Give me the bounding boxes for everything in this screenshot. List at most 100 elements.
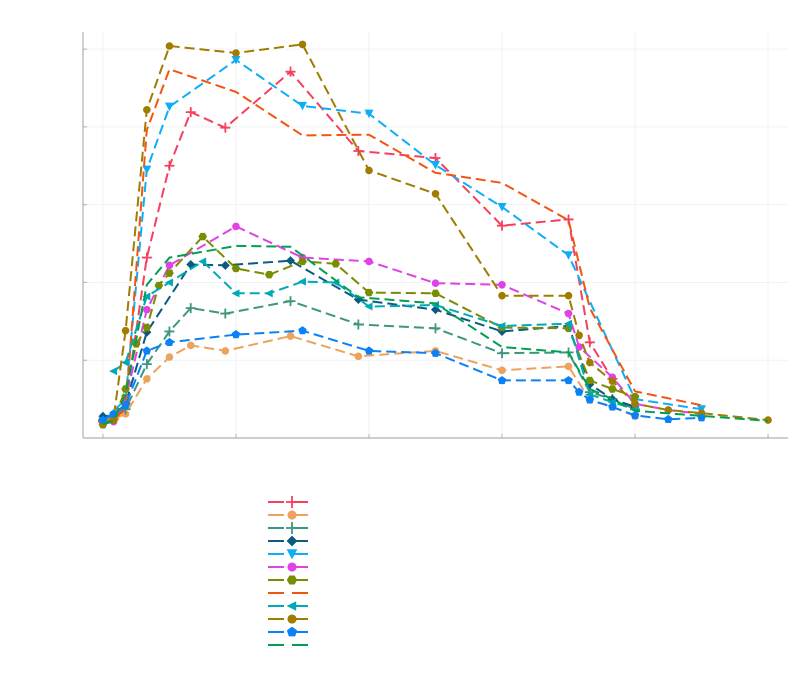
series-line — [102, 58, 702, 423]
data-point — [286, 256, 296, 266]
data-point — [365, 166, 373, 175]
data-point — [164, 160, 175, 171]
data-point — [143, 305, 151, 314]
series-line — [102, 244, 769, 425]
data-point — [353, 319, 364, 330]
data-point — [564, 319, 573, 328]
data-point — [286, 535, 298, 547]
series-line — [102, 68, 702, 423]
data-point — [185, 303, 196, 314]
data-point — [185, 107, 196, 118]
data-point — [431, 348, 440, 357]
series-11 — [98, 326, 706, 424]
data-point — [142, 323, 152, 332]
legend-entry-11 — [268, 626, 310, 637]
series-10 — [99, 40, 772, 428]
data-point — [608, 385, 617, 393]
data-point — [585, 376, 595, 385]
data-point — [298, 257, 307, 266]
data-point — [664, 406, 673, 414]
data-point — [354, 352, 363, 361]
data-point — [142, 165, 152, 175]
legend-entry-2 — [268, 510, 310, 520]
data-point — [231, 264, 241, 273]
data-point — [497, 220, 508, 231]
data-point — [298, 326, 307, 335]
series-line — [113, 260, 636, 411]
data-point — [585, 390, 594, 399]
data-point — [498, 366, 506, 375]
data-point — [431, 301, 439, 309]
legend-entry-7 — [268, 575, 310, 585]
data-point — [564, 291, 573, 300]
data-point — [297, 277, 306, 286]
data-point — [165, 353, 174, 361]
data-point — [154, 281, 164, 290]
series-line — [102, 70, 614, 423]
data-point — [586, 358, 594, 367]
data-point — [264, 289, 273, 298]
data-point — [431, 279, 440, 288]
data-point — [364, 302, 373, 311]
data-point — [497, 322, 506, 330]
legend-entry-1 — [268, 496, 310, 508]
data-point — [286, 549, 298, 560]
data-point — [141, 252, 152, 263]
data-point — [286, 522, 298, 534]
data-point — [142, 292, 151, 301]
data-point — [285, 66, 296, 77]
data-point — [286, 332, 295, 340]
data-point — [287, 614, 297, 624]
legend-entry-10 — [268, 614, 310, 624]
data-point — [664, 414, 673, 423]
data-point — [430, 323, 441, 334]
series-8 — [102, 68, 702, 423]
data-point — [165, 261, 174, 270]
data-point — [497, 203, 507, 212]
legend — [268, 496, 310, 646]
data-point — [98, 415, 108, 424]
data-point — [198, 257, 207, 266]
data-point — [286, 626, 298, 637]
data-point — [143, 105, 151, 114]
data-point — [630, 393, 640, 401]
data-point — [364, 346, 374, 355]
data-point — [498, 280, 506, 289]
data-point — [286, 496, 298, 508]
data-point — [331, 260, 341, 268]
data-point — [121, 400, 130, 409]
data-point — [231, 56, 241, 65]
data-point — [121, 358, 130, 367]
axes — [82, 32, 788, 439]
data-point — [608, 402, 617, 411]
data-point — [264, 270, 274, 279]
data-point — [142, 346, 152, 355]
series-12 — [102, 244, 769, 425]
data-point — [141, 359, 152, 370]
data-point — [221, 347, 230, 355]
data-point — [498, 291, 506, 300]
data-point — [564, 362, 573, 371]
legend-entry-4 — [268, 535, 310, 547]
data-point — [198, 232, 208, 241]
legend-entry-9 — [268, 601, 310, 611]
data-point — [497, 348, 508, 359]
series-9 — [109, 257, 639, 414]
data-point — [287, 562, 297, 572]
data-point — [431, 289, 440, 298]
legend-entry-6 — [268, 562, 310, 572]
data-point — [220, 260, 230, 270]
data-point — [164, 326, 175, 337]
data-point — [165, 337, 174, 346]
data-point — [574, 387, 584, 396]
data-point — [165, 269, 174, 277]
data-point — [630, 410, 640, 420]
data-point — [286, 575, 298, 585]
series-line — [102, 259, 636, 418]
data-point — [364, 288, 374, 297]
data-point — [364, 109, 374, 119]
data-point — [298, 40, 307, 49]
legend-entry-3 — [268, 522, 310, 534]
data-point — [165, 42, 174, 50]
